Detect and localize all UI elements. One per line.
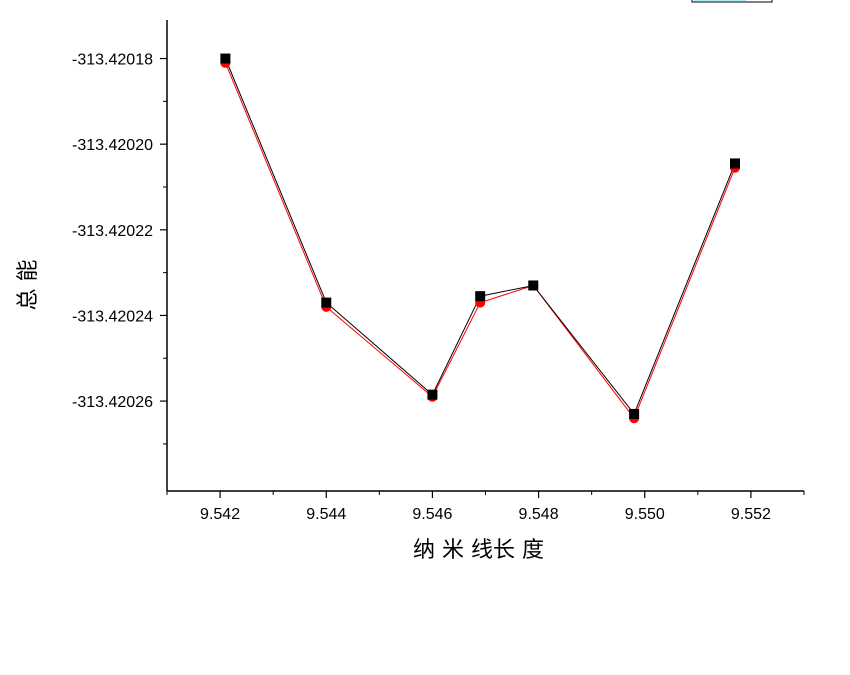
series-line <box>224 62 736 420</box>
axes <box>166 20 804 492</box>
x-axis-title: 纳 米 线长 度 <box>413 538 544 563</box>
x-tick-label: 9.550 <box>625 506 665 523</box>
y-axis-title: 总 能 <box>16 260 41 311</box>
data-point-square <box>427 389 438 400</box>
data-point-square <box>629 408 640 419</box>
x-axis-ticks: 9.542 9.544 9.546 9.548 9.550 9.552 <box>166 491 805 523</box>
y-tick-label: -313.42022 <box>72 223 153 240</box>
x-tick-label: 9.544 <box>306 506 346 523</box>
y-tick-label: -313.42018 <box>72 52 153 69</box>
series-layer <box>220 53 740 424</box>
x-tick-label: 9.548 <box>519 506 559 523</box>
legend-box <box>691 0 773 3</box>
data-point-square <box>528 280 539 291</box>
y-axis-ticks: -313.42018 -313.42020 -313.42022 -313.42024… <box>72 52 167 445</box>
y-tick-label: -313.42020 <box>72 137 153 154</box>
data-point-square <box>475 291 486 302</box>
data-point-square <box>220 53 231 64</box>
x-tick-label: 9.542 <box>200 506 240 523</box>
data-point-square <box>729 158 740 169</box>
x-tick-label: 9.552 <box>731 506 771 523</box>
y-tick-label: -313.42024 <box>72 308 153 325</box>
series-line <box>224 58 736 415</box>
y-tick-label: -313.42026 <box>72 394 153 411</box>
x-tick-label: 9.546 <box>412 506 452 523</box>
data-point-square <box>321 297 332 308</box>
